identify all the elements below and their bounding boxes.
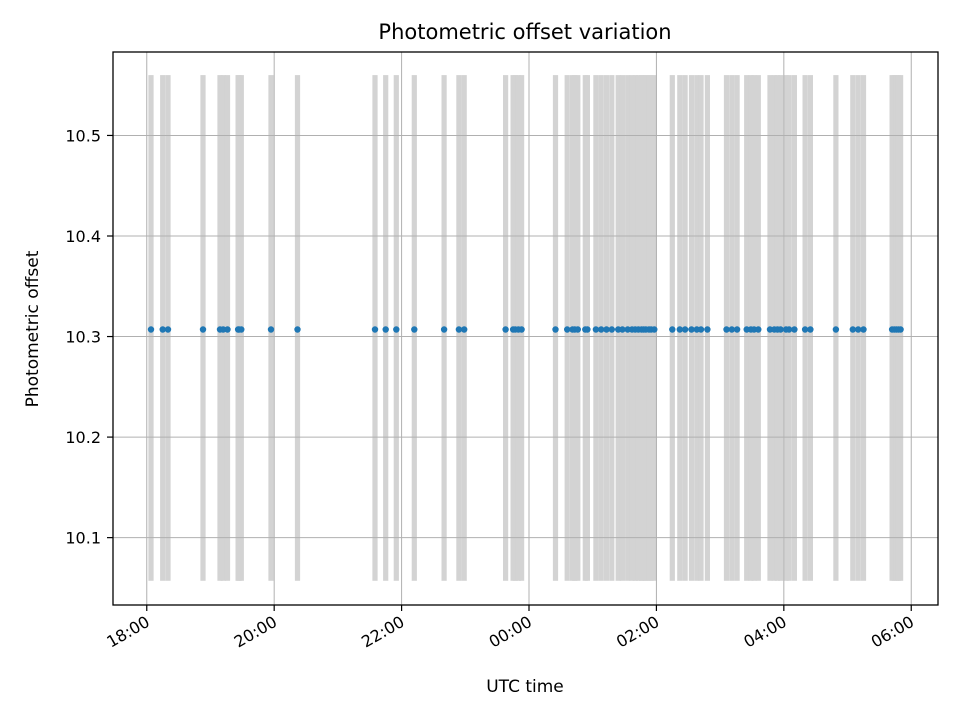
data-point xyxy=(382,326,389,333)
data-point xyxy=(832,326,840,333)
data-point xyxy=(598,326,605,333)
data-point xyxy=(728,326,735,333)
data-point xyxy=(619,326,626,333)
data-point xyxy=(855,326,862,333)
data-point xyxy=(723,326,730,333)
data-point xyxy=(411,326,418,333)
data-point xyxy=(294,326,301,333)
y-tick-label: 10.3 xyxy=(65,328,101,347)
data-point xyxy=(849,326,856,333)
data-point xyxy=(371,326,379,333)
data-point xyxy=(147,326,155,333)
data-point xyxy=(791,326,798,333)
y-axis-label: Photometric offset xyxy=(23,250,43,407)
y-tick-label: 10.5 xyxy=(65,126,101,145)
data-point xyxy=(584,326,591,333)
data-point xyxy=(785,326,793,333)
data-point xyxy=(199,326,207,333)
data-point xyxy=(651,326,658,333)
data-point xyxy=(564,326,571,333)
data-point xyxy=(552,326,559,333)
data-point xyxy=(224,326,231,333)
data-point xyxy=(755,326,762,333)
data-point xyxy=(393,326,400,333)
grid-lines xyxy=(113,52,938,605)
y-axis: 10.1 10.2 10.3 10.4 10.5 xyxy=(65,126,113,548)
axes-frame xyxy=(112,51,939,606)
chart-title: Photometric offset variation xyxy=(378,20,671,44)
y-tick-label: 10.1 xyxy=(65,529,101,548)
data-point xyxy=(733,326,741,333)
data-point xyxy=(455,326,463,333)
data-point xyxy=(697,326,705,333)
data-point xyxy=(669,326,676,333)
data-point xyxy=(801,326,809,333)
data-point xyxy=(574,326,581,333)
data-point xyxy=(603,326,610,333)
data-point xyxy=(608,326,615,333)
plot-area xyxy=(112,51,939,606)
data-point xyxy=(164,326,172,333)
data-point xyxy=(518,326,525,333)
data-point xyxy=(267,326,275,333)
data-points xyxy=(147,326,904,333)
data-point xyxy=(681,326,689,333)
y-tick-label: 10.2 xyxy=(65,428,101,447)
data-point xyxy=(461,326,468,333)
data-point xyxy=(777,326,784,333)
x-axis-label: UTC time xyxy=(486,677,564,697)
data-point xyxy=(704,326,711,333)
data-point xyxy=(807,326,814,333)
data-point xyxy=(440,326,448,333)
data-point xyxy=(238,326,245,333)
data-point xyxy=(688,326,695,333)
data-point xyxy=(676,326,683,333)
y-tick-label: 10.4 xyxy=(65,227,101,246)
data-point xyxy=(159,326,166,333)
data-point xyxy=(860,326,867,333)
data-point xyxy=(897,326,904,333)
data-point xyxy=(592,326,600,333)
data-point xyxy=(502,326,509,333)
